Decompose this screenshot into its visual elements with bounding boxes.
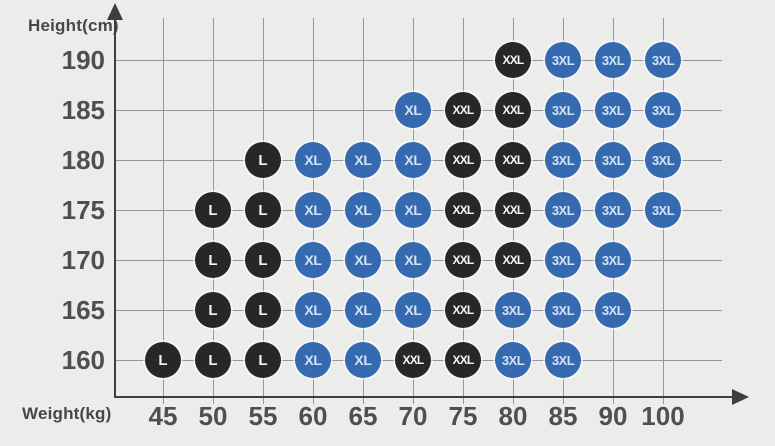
size-point: XL <box>295 192 331 228</box>
size-point: 3XL <box>645 142 681 178</box>
y-tick-label: 165 <box>61 295 105 325</box>
size-point: XL <box>295 342 331 378</box>
y-tick-label: 185 <box>61 95 105 125</box>
x-tick-label: 80 <box>498 401 528 431</box>
size-point: XL <box>295 242 331 278</box>
x-axis-arrow-icon <box>732 389 749 405</box>
size-point: 3XL <box>495 342 531 378</box>
size-point: 3XL <box>495 292 531 328</box>
x-tick-label: 100 <box>641 401 685 431</box>
x-tick-label: 60 <box>298 401 328 431</box>
size-point: XXL <box>445 292 481 328</box>
x-tick-label: 90 <box>598 401 628 431</box>
size-point: L <box>245 242 281 278</box>
size-point: XXL <box>445 342 481 378</box>
size-point: XL <box>295 142 331 178</box>
size-point: 3XL <box>595 92 631 128</box>
x-axis-title: Weight(kg) <box>22 404 112 423</box>
x-tick-label: 55 <box>248 401 278 431</box>
size-point: 3XL <box>545 92 581 128</box>
x-axis-line <box>114 396 735 398</box>
size-point: 3XL <box>545 192 581 228</box>
y-axis-line <box>114 14 116 398</box>
size-point: XXL <box>495 142 531 178</box>
size-point: 3XL <box>545 342 581 378</box>
size-point: XL <box>345 142 381 178</box>
x-tick-label: 85 <box>548 401 578 431</box>
size-point: XL <box>395 142 431 178</box>
size-point: XL <box>345 292 381 328</box>
size-point: 3XL <box>545 42 581 78</box>
y-axis-title: Height(cm) <box>28 16 119 35</box>
size-point: L <box>245 192 281 228</box>
y-tick-label: 180 <box>61 145 105 175</box>
x-tick-label: 70 <box>398 401 428 431</box>
size-point: XXL <box>445 192 481 228</box>
size-point: XXL <box>495 42 531 78</box>
size-point: XL <box>345 342 381 378</box>
size-point: L <box>245 342 281 378</box>
size-point: 3XL <box>595 192 631 228</box>
size-point: XXL <box>445 242 481 278</box>
y-tick-label: 170 <box>61 245 105 275</box>
size-point: L <box>195 342 231 378</box>
size-point: XXL <box>495 92 531 128</box>
size-point: XXL <box>395 342 431 378</box>
size-point: 3XL <box>645 192 681 228</box>
y-tick-label: 175 <box>61 195 105 225</box>
horizontal-gridline <box>115 60 722 61</box>
size-point: 3XL <box>595 242 631 278</box>
size-point: 3XL <box>545 292 581 328</box>
size-point: XL <box>345 242 381 278</box>
size-point: 3XL <box>595 292 631 328</box>
size-point: L <box>145 342 181 378</box>
size-point: L <box>195 242 231 278</box>
size-point: XXL <box>445 142 481 178</box>
y-tick-label: 190 <box>61 45 105 75</box>
size-point: 3XL <box>645 42 681 78</box>
size-point: XL <box>395 242 431 278</box>
y-axis-arrow-icon <box>107 3 123 20</box>
size-point: 3XL <box>645 92 681 128</box>
size-point: XL <box>395 192 431 228</box>
size-point: XL <box>395 292 431 328</box>
size-point: 3XL <box>595 42 631 78</box>
size-point: 3XL <box>545 142 581 178</box>
size-point: 3XL <box>595 142 631 178</box>
x-tick-label: 75 <box>448 401 478 431</box>
size-point: XL <box>295 292 331 328</box>
size-point: 3XL <box>545 242 581 278</box>
y-tick-label: 160 <box>61 345 105 375</box>
size-point: XL <box>395 92 431 128</box>
x-tick-label: 45 <box>148 401 178 431</box>
size-point: L <box>245 142 281 178</box>
x-tick-label: 65 <box>348 401 378 431</box>
size-point: L <box>195 192 231 228</box>
size-point: XL <box>345 192 381 228</box>
x-tick-label: 50 <box>198 401 228 431</box>
size-point: L <box>245 292 281 328</box>
size-point: XXL <box>445 92 481 128</box>
size-point: XXL <box>495 192 531 228</box>
size-point: L <box>195 292 231 328</box>
vertical-gridline <box>163 18 164 404</box>
size-point: XXL <box>495 242 531 278</box>
